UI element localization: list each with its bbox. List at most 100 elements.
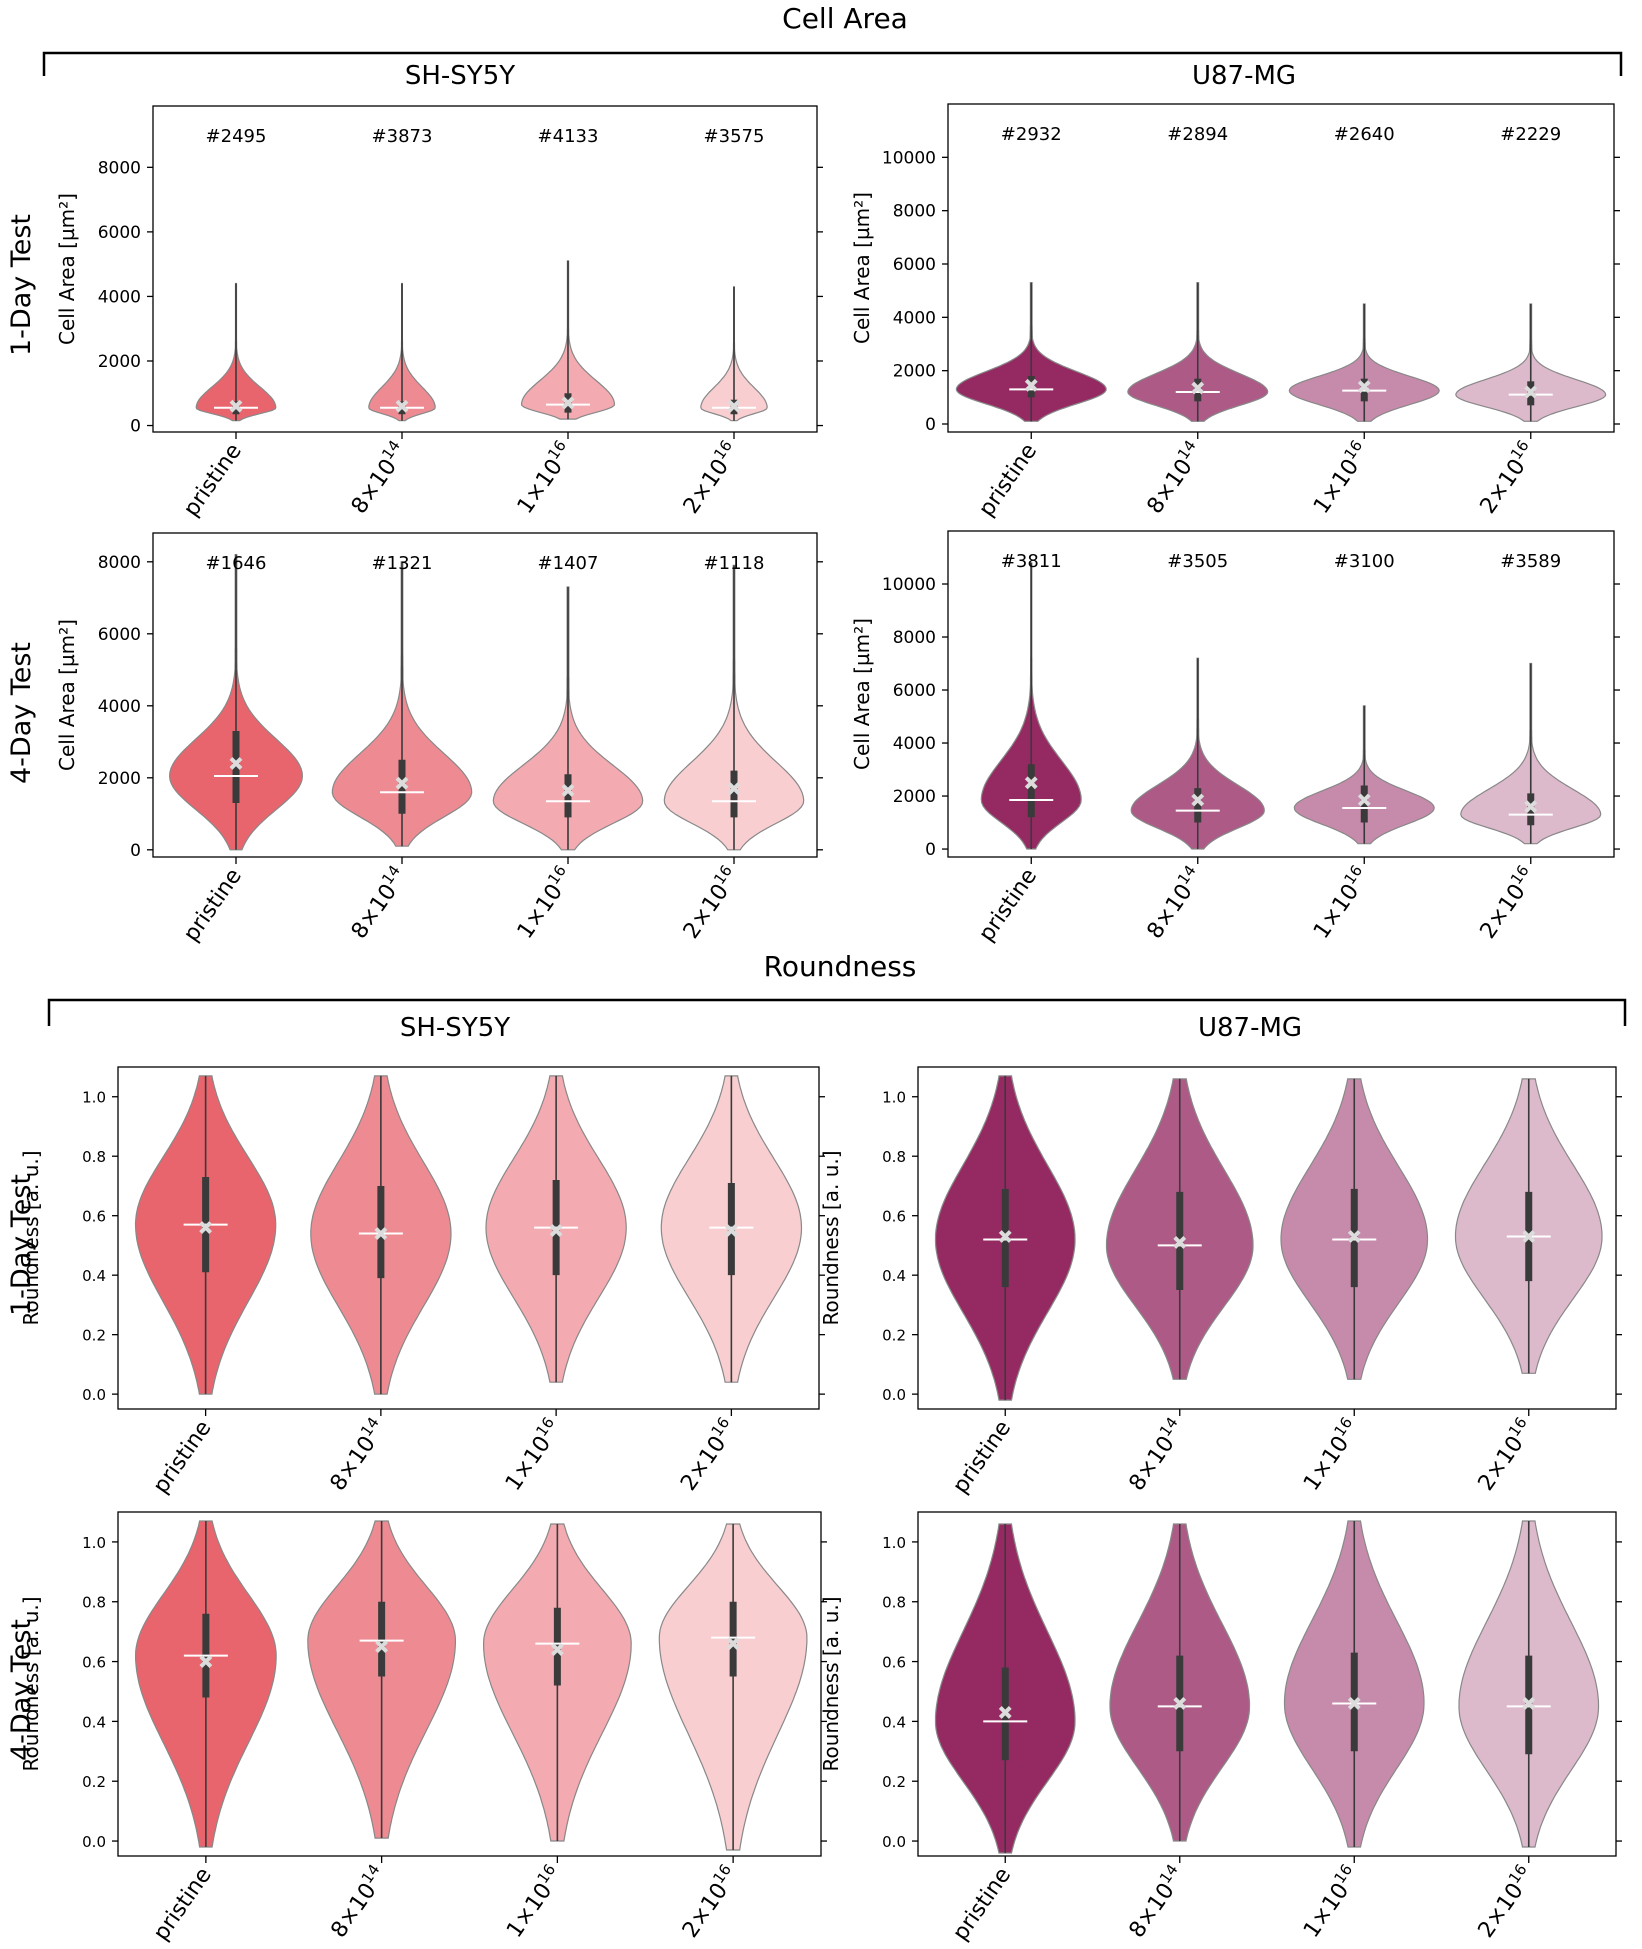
y-tick-label: 8000 [893,202,936,222]
violin-mean-marker [1347,1230,1361,1243]
y-tick-label: 0.0 [82,1833,106,1851]
violin-panel-7: 0.0 0.2 0.4 0.6 0.8 1.0 Roundness [a. u.] prist… [819,1511,1622,1945]
violin-mean-marker [1191,381,1205,395]
y-tick-label: 0.4 [882,1267,906,1285]
x-tick-label: pristine [149,1863,217,1945]
violin-mean-marker [229,756,243,770]
y-tick-label: 10000 [882,148,936,168]
y-axis-label: Roundness [a. u.] [819,1596,843,1771]
x-tick-label: 1×1016 [498,1414,567,1496]
violin-mean-marker [998,1706,1012,1719]
x-tick-label: 2×1016 [1470,1414,1539,1496]
row-label-4day-area: 4-Day Test [6,642,37,784]
y-tick-label: 0.6 [882,1208,906,1226]
sample-count-label: #2640 [1334,124,1395,145]
sample-count-label: #2495 [206,126,267,147]
x-tick-label: 1×1016 [1296,1414,1365,1496]
section-bracket-roundness [47,998,1627,1026]
violin-mean-marker [561,396,575,410]
x-tick-label: pristine [948,1863,1016,1945]
y-tick-label: 6000 [98,223,141,243]
y-axis-label: Cell Area [µm²] [850,618,874,770]
row-label-4day-round: 4-Day Test [6,1619,37,1761]
x-tick-label: pristine [948,1416,1016,1498]
y-axis-label: Cell Area [µm²] [55,619,79,771]
sample-count-label: #3589 [1500,551,1561,572]
y-tick-label: 0 [925,840,936,860]
sample-count-label: #2229 [1500,124,1561,145]
violin-panel-2: 0 2000 4000 6000 8000 Cell Area [µm²] pristine… [55,532,823,946]
violin-mean-marker [395,776,409,790]
x-tick-label: 1×1016 [1306,862,1375,944]
sample-count-label: #3575 [704,126,765,147]
x-tick-label: pristine [149,1416,217,1498]
x-tick-label: 2×1016 [1472,862,1541,944]
violin-panel-5: 0.0 0.2 0.4 0.6 0.8 1.0 Roundness [a. u.] prist… [819,1066,1622,1498]
y-tick-label: 0.8 [82,1594,106,1612]
y-tick-label: 0.6 [82,1208,106,1226]
x-tick-label: 2×1016 [1472,437,1541,519]
x-tick-label: 2×1016 [675,1861,744,1943]
y-tick-label: 6000 [98,625,141,645]
violin-mean-marker [1191,793,1205,807]
violin-mean-marker [727,399,741,413]
x-tick-label: 8×1014 [344,862,413,944]
y-tick-label: 0.2 [882,1773,906,1791]
violin-mean-marker [374,1227,388,1240]
x-tick-label: pristine [179,864,247,946]
violin-mean-marker [395,399,409,413]
violin-mean-marker [1522,1230,1536,1243]
y-tick-label: 0.8 [882,1594,906,1612]
x-tick-label: 1×1016 [510,437,579,519]
violin-mean-marker [1357,793,1371,807]
y-tick-label: 6000 [893,255,936,275]
x-tick-label: 1×1016 [1306,437,1375,519]
sample-count-label: #3811 [1001,551,1062,572]
sample-count-label: #4133 [538,126,599,147]
violin-panel-3: 0 2000 4000 6000 8000 10000 Cell Area [µm²] pri… [850,530,1620,946]
violin-mean-marker [199,1221,213,1235]
y-tick-label: 0.0 [82,1386,106,1404]
y-tick-label: 0 [925,415,936,435]
x-tick-label: 8×1014 [1121,1414,1190,1496]
y-tick-label: 0.4 [82,1713,106,1731]
sample-count-label: #3100 [1334,551,1395,572]
violin-panel-6: 0.0 0.2 0.4 0.6 0.8 1.0 Roundness [a. u.] prist… [19,1511,827,1945]
y-tick-label: 0.4 [82,1267,106,1285]
y-tick-label: 4000 [893,734,936,754]
y-tick-label: 0.8 [82,1148,106,1166]
y-tick-label: 1.0 [882,1534,906,1552]
violin-mean-marker [726,1637,740,1651]
x-tick-label: 8×1014 [344,437,413,519]
y-tick-label: 1.0 [882,1089,906,1107]
y-tick-label: 0 [130,841,141,861]
violin-mean-marker [724,1224,738,1237]
y-tick-label: 4000 [98,287,141,307]
section-bracket-cell-area [42,51,1623,76]
y-tick-label: 0.6 [882,1654,906,1672]
y-tick-label: 2000 [893,787,936,807]
y-axis-label: Cell Area [µm²] [55,193,79,345]
y-tick-label: 0 [130,417,141,437]
group-label-u87mg-area: U87-MG [1192,61,1296,91]
violin-panel-4: 0.0 0.2 0.4 0.6 0.8 1.0 Roundness [a. u.] prist… [19,1066,825,1498]
violin-mean-marker [229,399,243,413]
sample-count-label: #1407 [538,553,599,574]
sample-count-label: #3505 [1167,551,1228,572]
x-tick-label: 1×1016 [1296,1861,1365,1943]
violin-panel-0: 0 2000 4000 6000 8000 Cell Area [µm²] pristine… [55,105,823,521]
panels: 0 2000 4000 6000 8000 Cell Area [µm²] pristine… [19,103,1622,1945]
violin-mean-marker [1357,380,1371,394]
sample-count-label: #1646 [206,553,267,574]
y-tick-label: 10000 [882,575,936,595]
violin-mean-marker [561,783,575,797]
y-tick-label: 0.6 [82,1654,106,1672]
row-label-1day-area: 1-Day Test [6,214,37,356]
sample-count-label: #2932 [1001,124,1062,145]
y-tick-label: 4000 [893,308,936,328]
y-tick-label: 2000 [98,769,141,789]
x-tick-label: 2×1016 [676,862,745,944]
x-tick-label: pristine [974,864,1042,946]
section-title-cell-area: Cell Area [782,2,908,35]
